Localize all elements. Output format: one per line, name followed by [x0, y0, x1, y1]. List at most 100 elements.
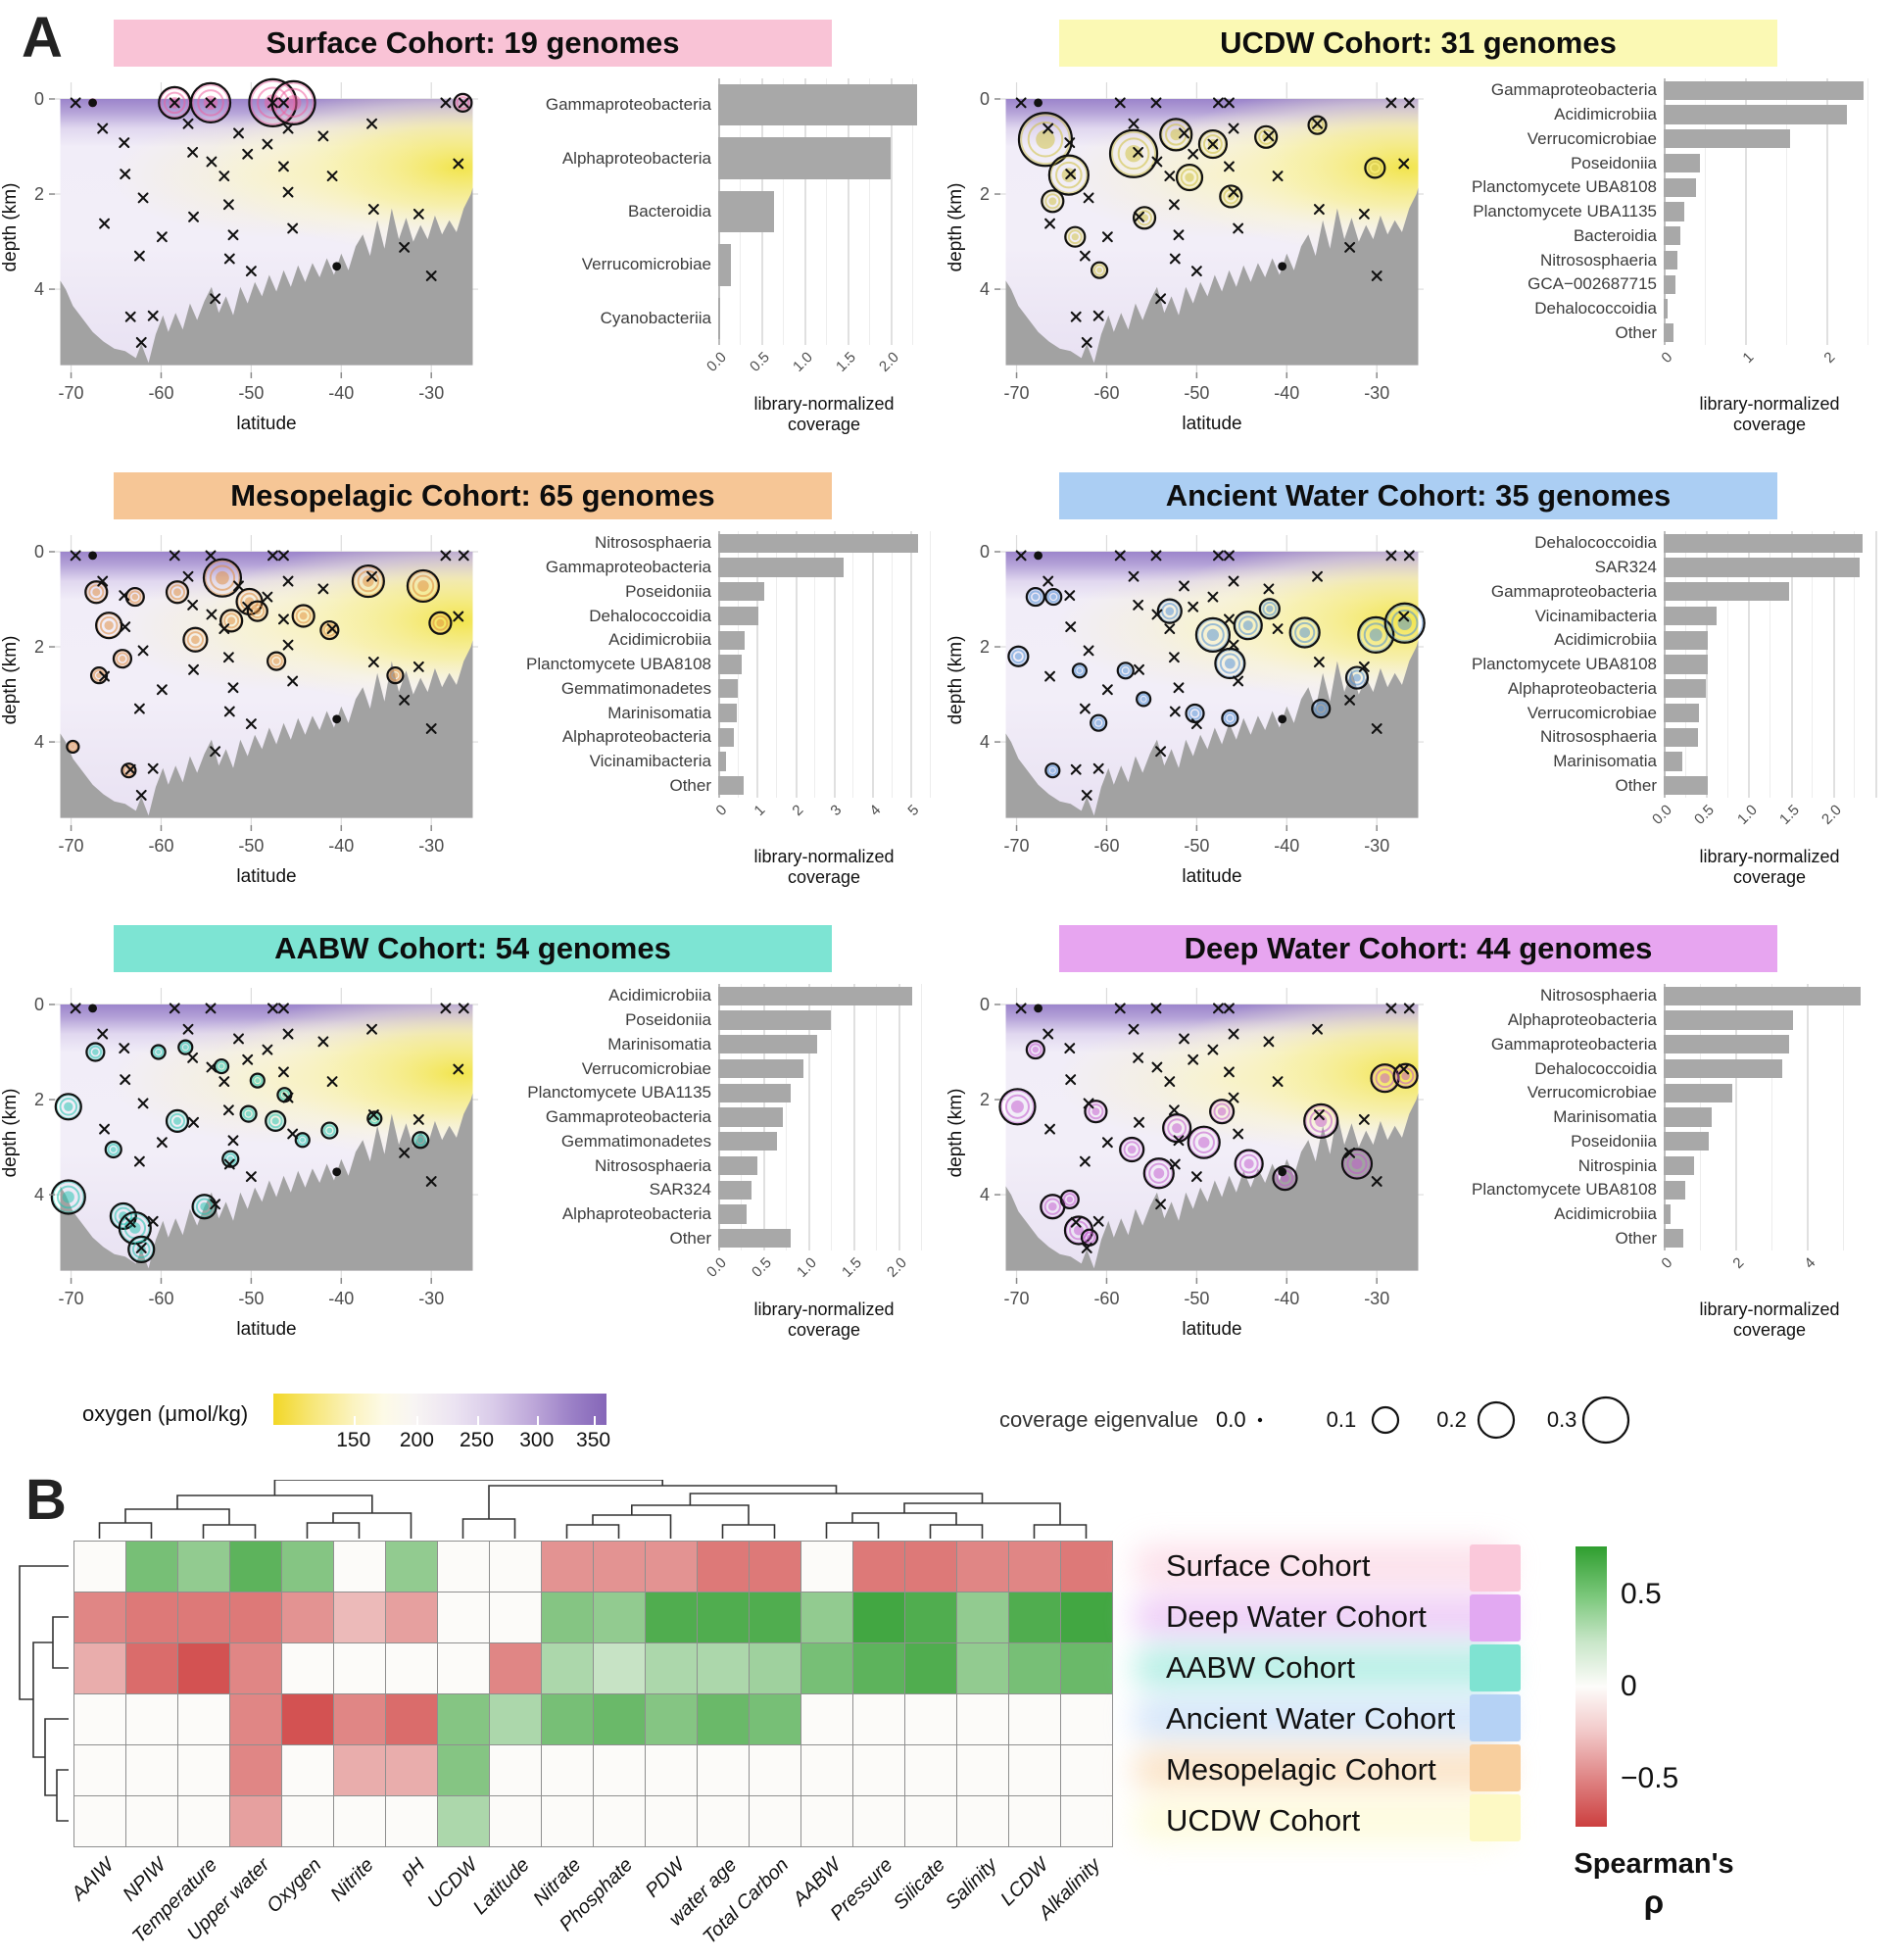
heatmap-cell[interactable] — [853, 1643, 905, 1694]
heatmap-cell[interactable] — [646, 1694, 698, 1745]
heatmap-cell[interactable] — [230, 1592, 282, 1643]
heatmap-cell[interactable] — [542, 1694, 594, 1745]
heatmap-cell[interactable] — [386, 1542, 438, 1592]
heatmap-cell[interactable] — [438, 1745, 490, 1796]
heatmap-cell[interactable] — [594, 1643, 646, 1694]
heatmap-cell[interactable] — [438, 1796, 490, 1847]
heatmap-cell[interactable] — [334, 1796, 386, 1847]
heatmap-cell[interactable] — [853, 1592, 905, 1643]
heatmap-cell[interactable] — [698, 1796, 750, 1847]
heatmap-cell[interactable] — [646, 1643, 698, 1694]
heatmap-cell[interactable] — [1009, 1542, 1061, 1592]
heatmap-cell[interactable] — [490, 1694, 542, 1745]
heatmap-cell[interactable] — [957, 1542, 1009, 1592]
heatmap-cell[interactable] — [594, 1796, 646, 1847]
heatmap-cell[interactable] — [957, 1745, 1009, 1796]
heatmap-cell[interactable] — [334, 1542, 386, 1592]
heatmap-cell[interactable] — [542, 1745, 594, 1796]
heatmap-cell[interactable] — [490, 1542, 542, 1592]
heatmap-cell[interactable] — [905, 1643, 957, 1694]
heatmap-cell[interactable] — [178, 1643, 230, 1694]
heatmap-cell[interactable] — [230, 1796, 282, 1847]
heatmap-cell[interactable] — [230, 1694, 282, 1745]
heatmap-cell[interactable] — [698, 1745, 750, 1796]
heatmap-cell[interactable] — [801, 1796, 853, 1847]
heatmap-cell[interactable] — [594, 1592, 646, 1643]
heatmap-cell[interactable] — [1009, 1796, 1061, 1847]
heatmap-cell[interactable] — [905, 1592, 957, 1643]
heatmap-cell[interactable] — [282, 1542, 334, 1592]
heatmap-cell[interactable] — [282, 1592, 334, 1643]
heatmap-cell[interactable] — [594, 1694, 646, 1745]
heatmap-cell[interactable] — [386, 1796, 438, 1847]
heatmap-cell[interactable] — [386, 1592, 438, 1643]
heatmap-cell[interactable] — [230, 1542, 282, 1592]
heatmap-cell[interactable] — [957, 1592, 1009, 1643]
heatmap-cell[interactable] — [126, 1542, 178, 1592]
heatmap-cell[interactable] — [905, 1745, 957, 1796]
heatmap-cell[interactable] — [801, 1542, 853, 1592]
heatmap-cell[interactable] — [282, 1745, 334, 1796]
heatmap-cell[interactable] — [801, 1643, 853, 1694]
heatmap-cell[interactable] — [438, 1542, 490, 1592]
heatmap-cell[interactable] — [282, 1796, 334, 1847]
heatmap-cell[interactable] — [126, 1745, 178, 1796]
heatmap-cell[interactable] — [178, 1592, 230, 1643]
heatmap-cell[interactable] — [1061, 1592, 1113, 1643]
heatmap-cell[interactable] — [74, 1592, 126, 1643]
heatmap-cell[interactable] — [178, 1796, 230, 1847]
heatmap-cell[interactable] — [334, 1694, 386, 1745]
heatmap-cell[interactable] — [74, 1796, 126, 1847]
heatmap-cell[interactable] — [178, 1542, 230, 1592]
heatmap-cell[interactable] — [438, 1643, 490, 1694]
heatmap-cell[interactable] — [905, 1694, 957, 1745]
heatmap-cell[interactable] — [957, 1694, 1009, 1745]
heatmap-cell[interactable] — [698, 1542, 750, 1592]
heatmap-cell[interactable] — [542, 1643, 594, 1694]
heatmap-cell[interactable] — [905, 1796, 957, 1847]
heatmap-cell[interactable] — [126, 1643, 178, 1694]
heatmap-cell[interactable] — [74, 1694, 126, 1745]
heatmap-cell[interactable] — [334, 1643, 386, 1694]
heatmap-cell[interactable] — [646, 1745, 698, 1796]
heatmap-cell[interactable] — [801, 1592, 853, 1643]
heatmap-cell[interactable] — [698, 1643, 750, 1694]
heatmap-cell[interactable] — [1061, 1643, 1113, 1694]
heatmap-cell[interactable] — [1009, 1745, 1061, 1796]
heatmap-cell[interactable] — [126, 1592, 178, 1643]
heatmap-cell[interactable] — [490, 1796, 542, 1847]
heatmap-cell[interactable] — [126, 1796, 178, 1847]
heatmap-cell[interactable] — [74, 1542, 126, 1592]
heatmap-cell[interactable] — [490, 1643, 542, 1694]
heatmap-cell[interactable] — [386, 1694, 438, 1745]
heatmap-cell[interactable] — [126, 1694, 178, 1745]
heatmap-cell[interactable] — [801, 1694, 853, 1745]
heatmap-cell[interactable] — [282, 1694, 334, 1745]
heatmap-cell[interactable] — [750, 1796, 801, 1847]
heatmap-cell[interactable] — [750, 1592, 801, 1643]
heatmap-cell[interactable] — [438, 1592, 490, 1643]
heatmap-cell[interactable] — [853, 1796, 905, 1847]
heatmap-cell[interactable] — [646, 1592, 698, 1643]
heatmap-cell[interactable] — [178, 1694, 230, 1745]
heatmap-cell[interactable] — [750, 1745, 801, 1796]
heatmap-cell[interactable] — [853, 1745, 905, 1796]
heatmap-cell[interactable] — [74, 1643, 126, 1694]
heatmap-cell[interactable] — [1009, 1643, 1061, 1694]
heatmap-cell[interactable] — [178, 1745, 230, 1796]
heatmap-cell[interactable] — [1009, 1694, 1061, 1745]
heatmap-cell[interactable] — [282, 1643, 334, 1694]
heatmap-cell[interactable] — [750, 1694, 801, 1745]
heatmap-cell[interactable] — [542, 1542, 594, 1592]
heatmap-cell[interactable] — [853, 1542, 905, 1592]
heatmap-cell[interactable] — [74, 1745, 126, 1796]
heatmap-cell[interactable] — [853, 1694, 905, 1745]
heatmap-cell[interactable] — [646, 1796, 698, 1847]
heatmap-cell[interactable] — [750, 1542, 801, 1592]
heatmap-cell[interactable] — [1009, 1592, 1061, 1643]
heatmap-cell[interactable] — [230, 1745, 282, 1796]
heatmap-cell[interactable] — [334, 1745, 386, 1796]
heatmap-cell[interactable] — [1061, 1796, 1113, 1847]
heatmap-cell[interactable] — [542, 1796, 594, 1847]
heatmap-cell[interactable] — [905, 1542, 957, 1592]
